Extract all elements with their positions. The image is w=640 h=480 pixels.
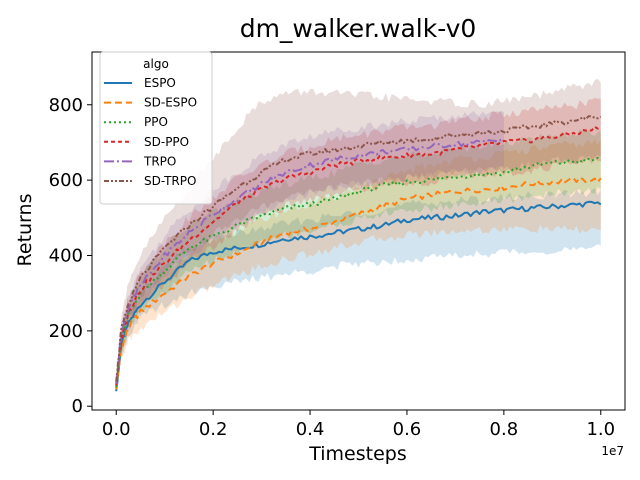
legend-item-trpo: TRPO xyxy=(104,154,176,168)
x-tick-label: 0.4 xyxy=(296,419,325,440)
y-tick-label: 600 xyxy=(49,170,83,191)
x-axis-ticks: 0.0 0.2 0.4 0.6 0.8 1.0 xyxy=(102,410,615,440)
legend-item-sd-espo: SD-ESPO xyxy=(104,96,197,110)
band-ppo xyxy=(116,128,601,390)
legend-label: SD-PPO xyxy=(144,135,189,149)
y-tick-label: 0 xyxy=(72,396,83,417)
band-sd-ppo xyxy=(116,98,601,388)
confidence-bands xyxy=(116,78,601,393)
legend-item-sd-trpo: SD-TRPO xyxy=(104,174,196,188)
x-tick-label: 1.0 xyxy=(586,419,615,440)
series-line-ppo xyxy=(115,156,602,388)
legend-label: PPO xyxy=(144,115,168,129)
band-espo xyxy=(116,188,601,393)
x-tick-label: 0.0 xyxy=(102,419,131,440)
x-axis-title: Timesteps xyxy=(308,443,407,465)
legend-item-espo: ESPO xyxy=(104,76,176,90)
legend: algo ESPO SD-ESPO PPO SD-PPO TRPO SD-TRPO xyxy=(99,51,213,205)
legend-box xyxy=(99,51,213,205)
legend-label: TRPO xyxy=(143,154,176,168)
series-line-sd-ppo xyxy=(115,125,601,386)
band-trpo xyxy=(116,110,504,386)
plot-frame xyxy=(91,51,626,411)
band-sd-espo xyxy=(116,139,601,392)
y-tick-label: 200 xyxy=(49,321,83,342)
x-axis-offset-label: 1e7 xyxy=(601,444,624,458)
series-lines xyxy=(115,115,602,392)
legend-label: ESPO xyxy=(144,76,176,90)
legend-title: algo xyxy=(143,57,169,71)
y-tick-label: 400 xyxy=(49,245,83,266)
legend-label: SD-TRPO xyxy=(144,174,196,188)
series-line-sd-espo xyxy=(115,176,602,390)
series-line-espo xyxy=(115,200,602,392)
x-tick-label: 0.2 xyxy=(199,419,228,440)
series-line-trpo xyxy=(115,138,505,384)
x-tick-label: 0.8 xyxy=(490,419,519,440)
chart-title: dm_walker.walk-v0 xyxy=(240,14,477,43)
x-tick-label: 0.6 xyxy=(393,419,422,440)
band-sd-trpo xyxy=(116,78,601,385)
y-axis-title: Returns xyxy=(14,194,36,267)
series-line-sd-trpo xyxy=(115,115,602,382)
y-axis-ticks: 0 200 400 600 800 xyxy=(49,95,92,417)
legend-item-ppo: PPO xyxy=(104,115,168,129)
legend-item-sd-ppo: SD-PPO xyxy=(104,135,189,149)
legend-items: ESPO SD-ESPO PPO SD-PPO TRPO SD-TRPO xyxy=(104,76,197,188)
y-tick-label: 800 xyxy=(49,95,83,116)
legend-label: SD-ESPO xyxy=(144,96,197,110)
